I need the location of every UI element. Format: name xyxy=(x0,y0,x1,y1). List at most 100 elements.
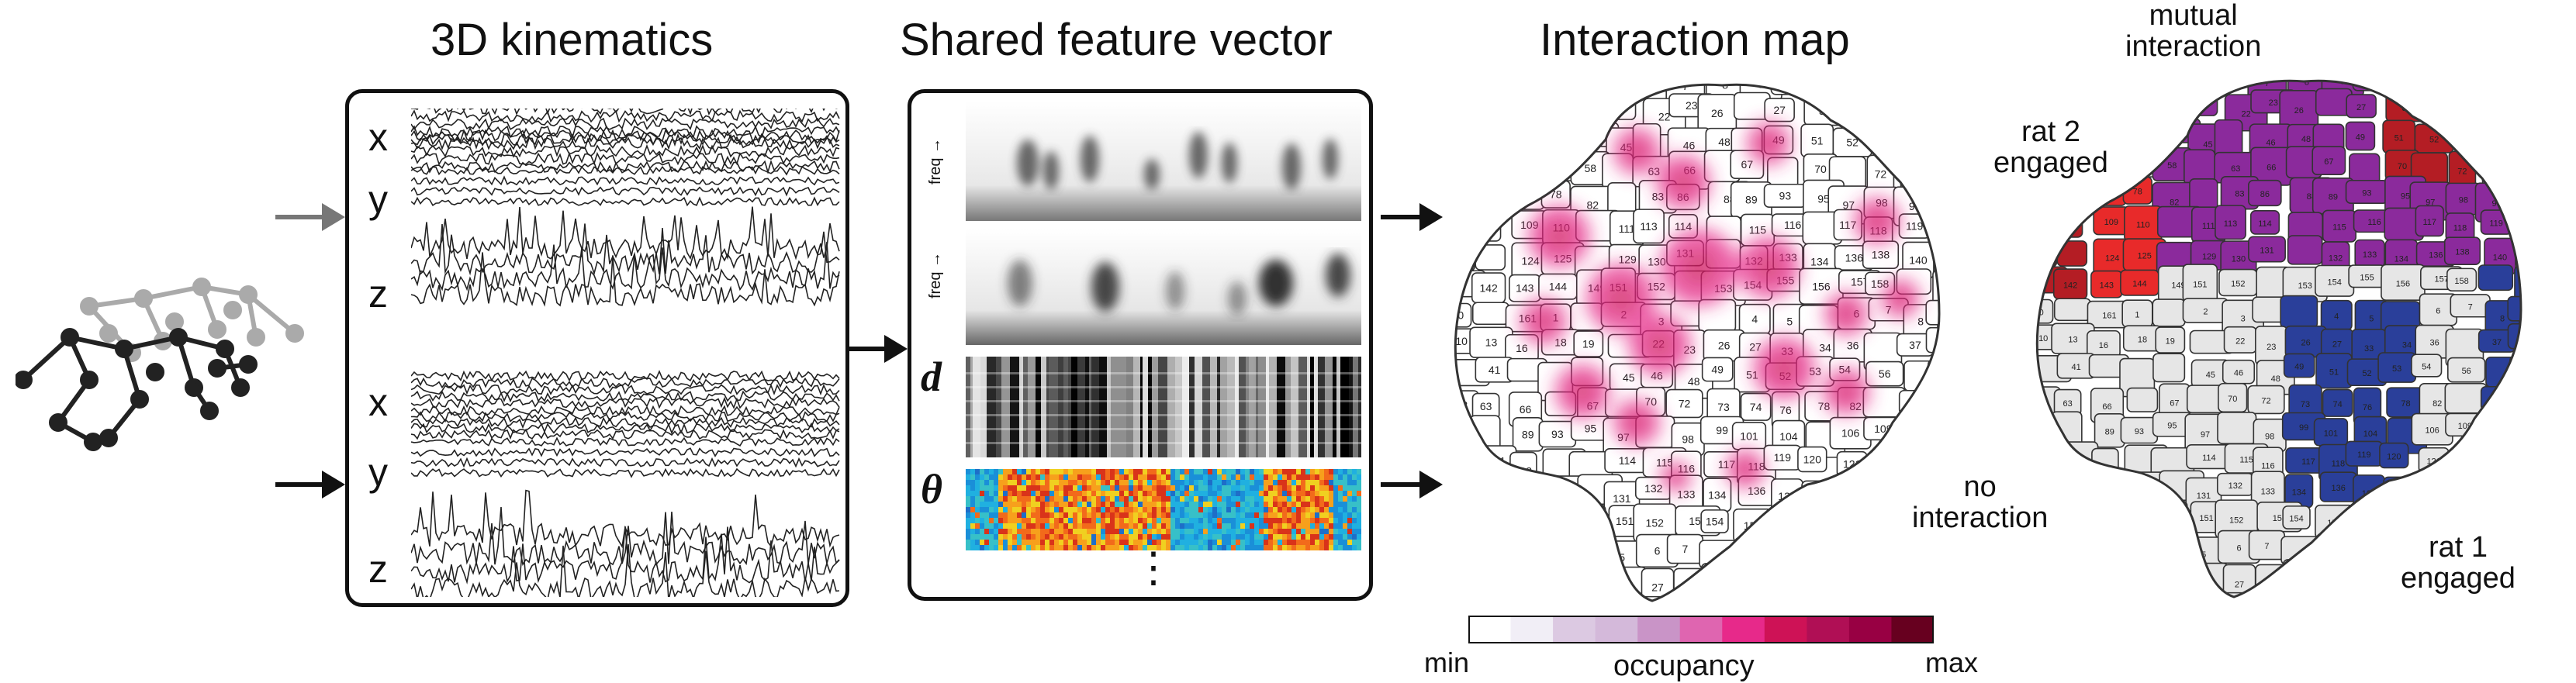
map-region xyxy=(2084,470,2113,494)
map-region xyxy=(1903,360,1939,392)
angle-cell xyxy=(1198,485,1203,491)
map-region xyxy=(2514,265,2521,305)
distance-bar xyxy=(1117,357,1126,457)
angle-cell xyxy=(1208,512,1212,518)
map-region-number: 133 xyxy=(2363,250,2377,260)
map-region xyxy=(1707,596,1747,602)
angle-cell xyxy=(1129,480,1133,485)
angle-cell xyxy=(1008,485,1012,491)
angle-cell xyxy=(1198,518,1203,523)
map-region xyxy=(1928,416,1939,447)
angle-cell xyxy=(1157,480,1161,485)
map-region-number: 7 xyxy=(1682,543,1689,555)
distance-bar xyxy=(1028,357,1036,457)
angle-cell xyxy=(1329,485,1333,491)
map-region-number: 132 xyxy=(2329,254,2343,263)
spectrogram-1 xyxy=(966,101,1361,221)
angle-cell xyxy=(1296,496,1301,502)
angle-cell xyxy=(1096,507,1101,512)
map-region xyxy=(1865,504,1893,528)
map-region-number: 37 xyxy=(2358,578,2367,588)
map-region xyxy=(1475,244,1506,271)
angle-cell xyxy=(1133,502,1138,507)
angle-cell xyxy=(1147,507,1152,512)
map-region xyxy=(2055,536,2095,573)
map-region-number: 52 xyxy=(1649,608,1661,609)
angle-cell xyxy=(1133,545,1138,550)
angle-cell xyxy=(1012,469,1017,474)
angle-cell xyxy=(1175,540,1180,545)
map-region-number: 8 xyxy=(1722,78,1728,91)
angle-cell xyxy=(1152,512,1157,518)
map-region xyxy=(2248,179,2282,207)
distance-bar xyxy=(1217,357,1220,457)
map-region-number: 121 xyxy=(2035,251,2049,260)
angle-cell xyxy=(1222,491,1226,496)
angle-cell xyxy=(1110,523,1115,529)
map-region xyxy=(1633,209,1665,244)
angle-cell xyxy=(1357,485,1361,491)
map-region-number: 117 xyxy=(2301,457,2315,467)
angle-cell xyxy=(998,540,1003,545)
map-region-number: 26 xyxy=(1711,107,1724,119)
angle-cell xyxy=(1203,507,1208,512)
map-region-number: 19 xyxy=(1582,338,1595,350)
map-region-number: 117 xyxy=(1839,219,1857,231)
angle-cell xyxy=(1129,523,1133,529)
angle-cell xyxy=(970,496,975,502)
kinematic-trace-line xyxy=(411,489,840,549)
angle-cell xyxy=(1008,529,1012,534)
map-region-number: 76 xyxy=(2363,403,2372,412)
angle-cell xyxy=(1273,491,1278,496)
angle-cell xyxy=(1101,540,1105,545)
angle-cell xyxy=(1203,474,1208,480)
angle-cell xyxy=(1143,485,1147,491)
angle-cell xyxy=(1119,523,1124,529)
angle-cell xyxy=(1026,529,1031,534)
map-region-number: 83 xyxy=(1914,396,1927,409)
angle-cell xyxy=(1236,480,1240,485)
angle-cell xyxy=(1245,469,1250,474)
angle-cell xyxy=(1045,474,1049,480)
angle-cell xyxy=(1184,512,1189,518)
angle-cell xyxy=(1124,523,1129,529)
angle-cell xyxy=(1012,496,1017,502)
angle-cell xyxy=(1338,491,1343,496)
angle-cell xyxy=(1147,496,1152,502)
map-region xyxy=(2124,91,2163,131)
occupancy-hotspot-core xyxy=(1671,170,1696,195)
angle-cell xyxy=(1073,474,1077,480)
angle-cell xyxy=(989,474,994,480)
angle-cell xyxy=(980,534,984,540)
map-region xyxy=(1797,446,1827,473)
angle-cell xyxy=(1031,529,1036,534)
angle-cell xyxy=(1236,485,1240,491)
map-region xyxy=(2155,326,2186,354)
angle-cell xyxy=(1310,529,1315,534)
angle-cell xyxy=(1338,545,1343,550)
angle-cell xyxy=(1236,545,1240,550)
map-region xyxy=(1861,598,1890,602)
map-region-number: 26 xyxy=(2301,339,2311,348)
map-region-number: 89 xyxy=(1522,428,1534,440)
angle-cell xyxy=(994,540,998,545)
angle-cell xyxy=(1240,507,1245,512)
map-region-number: 153 xyxy=(2298,281,2312,291)
angle-cell xyxy=(1184,518,1189,523)
angle-cell xyxy=(1208,540,1212,545)
map-region-number: 88 xyxy=(2041,428,2050,437)
angle-cell xyxy=(1068,518,1073,523)
map-region-number: 37 xyxy=(1909,339,1921,351)
distance-bar xyxy=(1036,357,1041,457)
map-region xyxy=(1478,503,1516,544)
angle-cell xyxy=(970,502,975,507)
map-region-number: 4 xyxy=(1751,313,1758,326)
map-region-number: 36 xyxy=(2332,568,2341,578)
angle-cell xyxy=(1133,523,1138,529)
angle-cell xyxy=(1301,496,1305,502)
angle-cell xyxy=(1091,518,1096,523)
map-region xyxy=(1455,593,1485,602)
angle-cell xyxy=(1268,485,1273,491)
map-region-number: 110 xyxy=(2488,427,2502,436)
angle-cell xyxy=(1250,507,1254,512)
